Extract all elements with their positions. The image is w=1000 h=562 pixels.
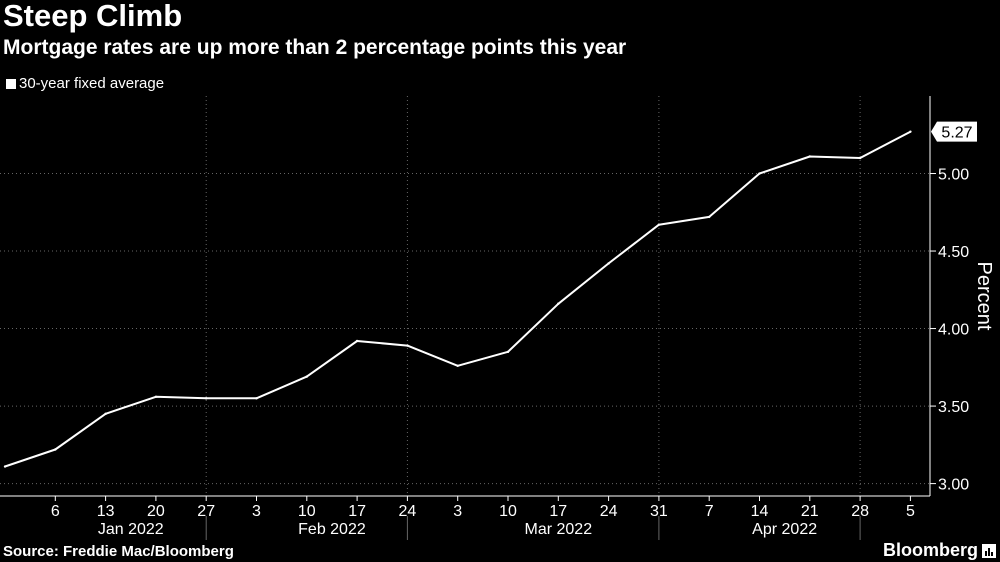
data-point	[858, 156, 862, 160]
chart-subtitle: Mortgage rates are up more than 2 percen…	[3, 36, 627, 59]
data-point	[406, 344, 409, 347]
x-tick-label: 10	[499, 503, 517, 520]
series-line	[4, 130, 911, 468]
month-label: Apr 2022	[752, 521, 817, 538]
x-tick-label: 24	[399, 503, 417, 520]
y-tick-label: 3.50	[938, 399, 969, 416]
x-tick-label: 31	[650, 503, 668, 520]
x-tick-label: 28	[851, 503, 869, 520]
data-point	[808, 155, 811, 158]
data-point	[355, 339, 359, 343]
bar-chart-icon	[982, 543, 996, 558]
y-tick-label: 4.00	[938, 322, 969, 339]
x-tick-label: 3	[453, 503, 462, 520]
data-point	[758, 172, 761, 175]
data-point	[909, 130, 912, 133]
x-tick-label: 27	[197, 503, 215, 520]
data-point	[657, 223, 661, 226]
chart-title: Steep Climb	[3, 0, 183, 33]
bloomberg-logo: Bloomberg	[883, 540, 996, 561]
data-point	[154, 395, 158, 398]
x-tick-label: 21	[801, 503, 819, 520]
data-point	[506, 350, 510, 354]
brand-name: Bloomberg	[882, 540, 978, 560]
y-tick-label: 3.00	[938, 477, 969, 494]
month-label: Jan 2022	[98, 521, 164, 538]
y-axis-title: Percent	[973, 262, 995, 331]
legend-label: 30-year fixed average	[19, 75, 165, 92]
data-point	[3, 465, 7, 468]
x-tick-label: 5	[906, 503, 915, 520]
x-tick-label: 6	[51, 503, 60, 520]
x-tick-label: 7	[705, 503, 714, 520]
x-tick-label: 14	[751, 503, 769, 520]
source-note: Source: Freddie Mac/Bloomberg	[3, 543, 234, 560]
data-point	[557, 302, 560, 305]
month-label: Feb 2022	[298, 521, 366, 538]
data-point	[104, 412, 107, 416]
data-point	[607, 262, 610, 265]
x-tick-label: 24	[600, 503, 618, 520]
data-point	[54, 448, 57, 451]
legend-swatch	[6, 78, 16, 89]
data-point	[255, 397, 258, 400]
last-value-badge	[931, 121, 977, 142]
data-point	[305, 375, 308, 378]
x-tick-label: 3	[252, 503, 261, 520]
data-point	[708, 215, 711, 219]
x-tick-label: 13	[97, 503, 115, 520]
y-tick-label: 5.00	[938, 167, 969, 184]
x-tick-label: 20	[147, 503, 165, 520]
data-point	[205, 397, 208, 400]
last-value-label: 5.27	[941, 125, 972, 142]
y-tick-label: 4.50	[938, 244, 969, 261]
x-tick-label: 10	[298, 503, 316, 520]
x-tick-label: 17	[549, 503, 567, 520]
data-point	[456, 364, 459, 367]
legend: 30-year fixed average	[6, 75, 164, 92]
x-tick-label: 17	[348, 503, 366, 520]
month-label: Mar 2022	[525, 521, 593, 538]
